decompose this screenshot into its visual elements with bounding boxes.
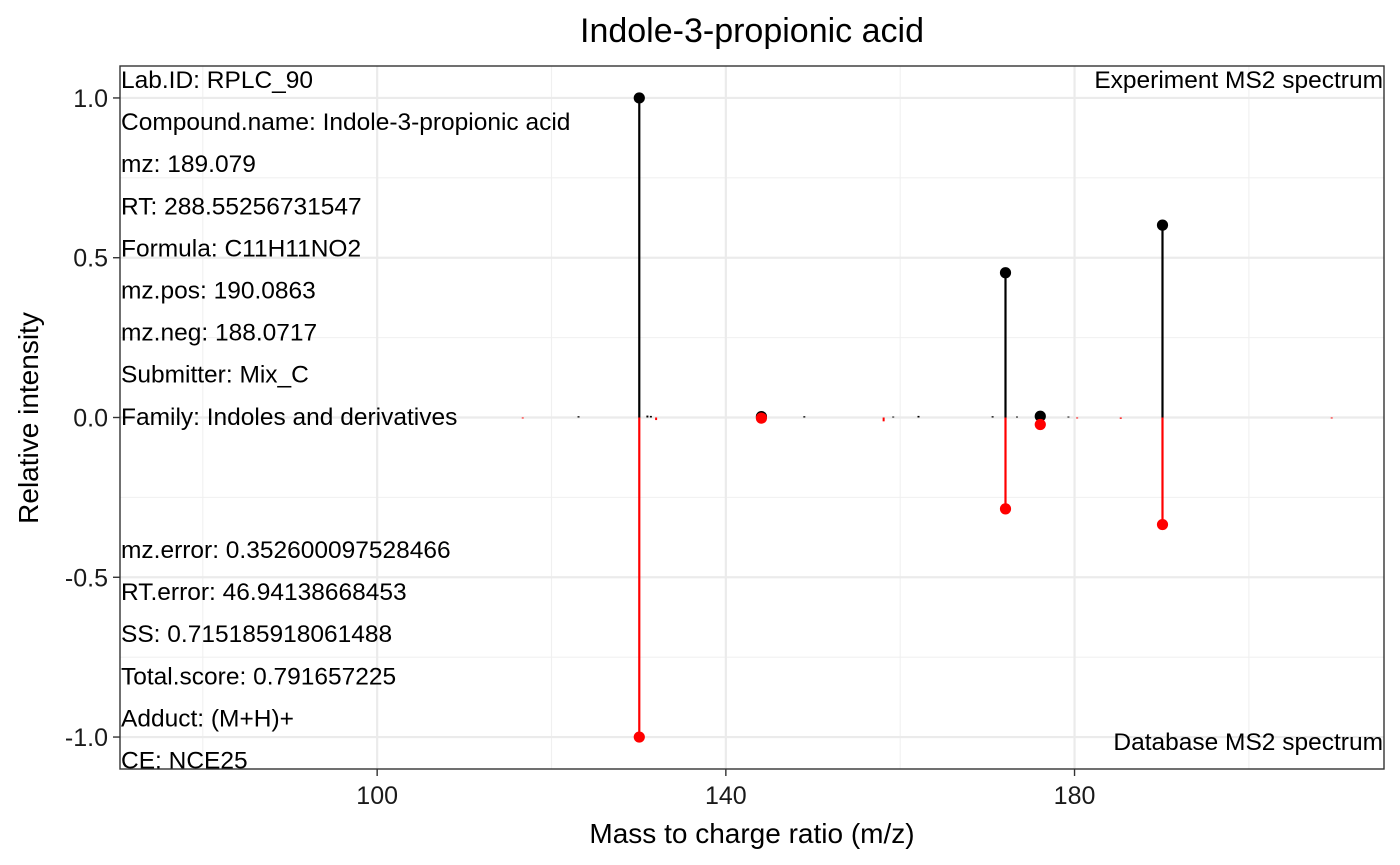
database-peak-point (999, 503, 1012, 515)
database-peak-point (1034, 418, 1046, 431)
experiment-spectrum-label: Experiment MS2 spectrum (1094, 67, 1383, 94)
compound-info-line: mz.neg: 188.0717 (121, 320, 317, 347)
database-peak-point (1156, 518, 1169, 531)
database-spectrum-label: Database MS2 spectrum (1113, 729, 1383, 756)
x-tick-label: 100 (356, 782, 398, 810)
match-score-line: Adduct: (M+H)+ (121, 705, 294, 732)
experiment-peak-point (633, 92, 645, 104)
major-gridlines (120, 66, 1384, 769)
compound-info-line: Submitter: Mix_C (121, 362, 309, 389)
experiment-peak-point (1156, 219, 1169, 231)
y-axis-ticks: 1.0 0.5 0.0 -0.5 -1.0 (65, 85, 120, 752)
database-peak-point (755, 412, 768, 424)
y-tick-label: 1.0 (73, 85, 108, 113)
compound-info-line: RT: 288.55256731547 (121, 193, 362, 220)
y-tick-label: 0.0 (73, 405, 108, 433)
match-score-line: mz.error: 0.352600097528466 (121, 537, 451, 564)
spectrum-points (633, 92, 1169, 743)
match-score-line: Total.score: 0.791657225 (121, 663, 396, 690)
match-score-block: mz.error: 0.352600097528466 RT.error: 46.… (121, 537, 451, 775)
compound-info-line: Lab.ID: RPLC_90 (121, 67, 313, 94)
compound-info-line: Family: Indoles and derivatives (121, 404, 457, 431)
match-score-line: CE: NCE25 (121, 748, 248, 775)
y-tick-label: -1.0 (65, 724, 108, 752)
y-axis-title: Relative intensity (13, 312, 44, 524)
compound-info-line: mz: 189.079 (121, 151, 256, 178)
chart-title: Indole-3-propionic acid (580, 12, 924, 50)
database-peak-point (633, 731, 645, 743)
match-score-line: RT.error: 46.94138668453 (121, 579, 407, 606)
compound-info-block: Lab.ID: RPLC_90 Compound.name: Indole-3-p… (121, 67, 570, 431)
experiment-peak-point (999, 267, 1012, 279)
y-tick-label: -0.5 (65, 564, 108, 592)
plot-panel-border (119, 65, 1385, 770)
y-tick-label: 0.5 (73, 245, 108, 273)
experiment-peak-point (1034, 410, 1046, 422)
x-axis-title: Mass to charge ratio (m/z) (589, 818, 914, 849)
compound-info-line: Compound.name: Indole-3-propionic acid (121, 109, 570, 136)
compound-info-line: Formula: C11H11NO2 (121, 235, 361, 262)
compound-info-line: mz.pos: 190.0863 (121, 278, 316, 305)
match-score-line: SS: 0.715185918061488 (121, 621, 392, 648)
x-tick-label: 140 (705, 782, 747, 810)
x-tick-label: 180 (1054, 782, 1096, 810)
x-axis-ticks: 100 140 180 (356, 769, 1095, 810)
